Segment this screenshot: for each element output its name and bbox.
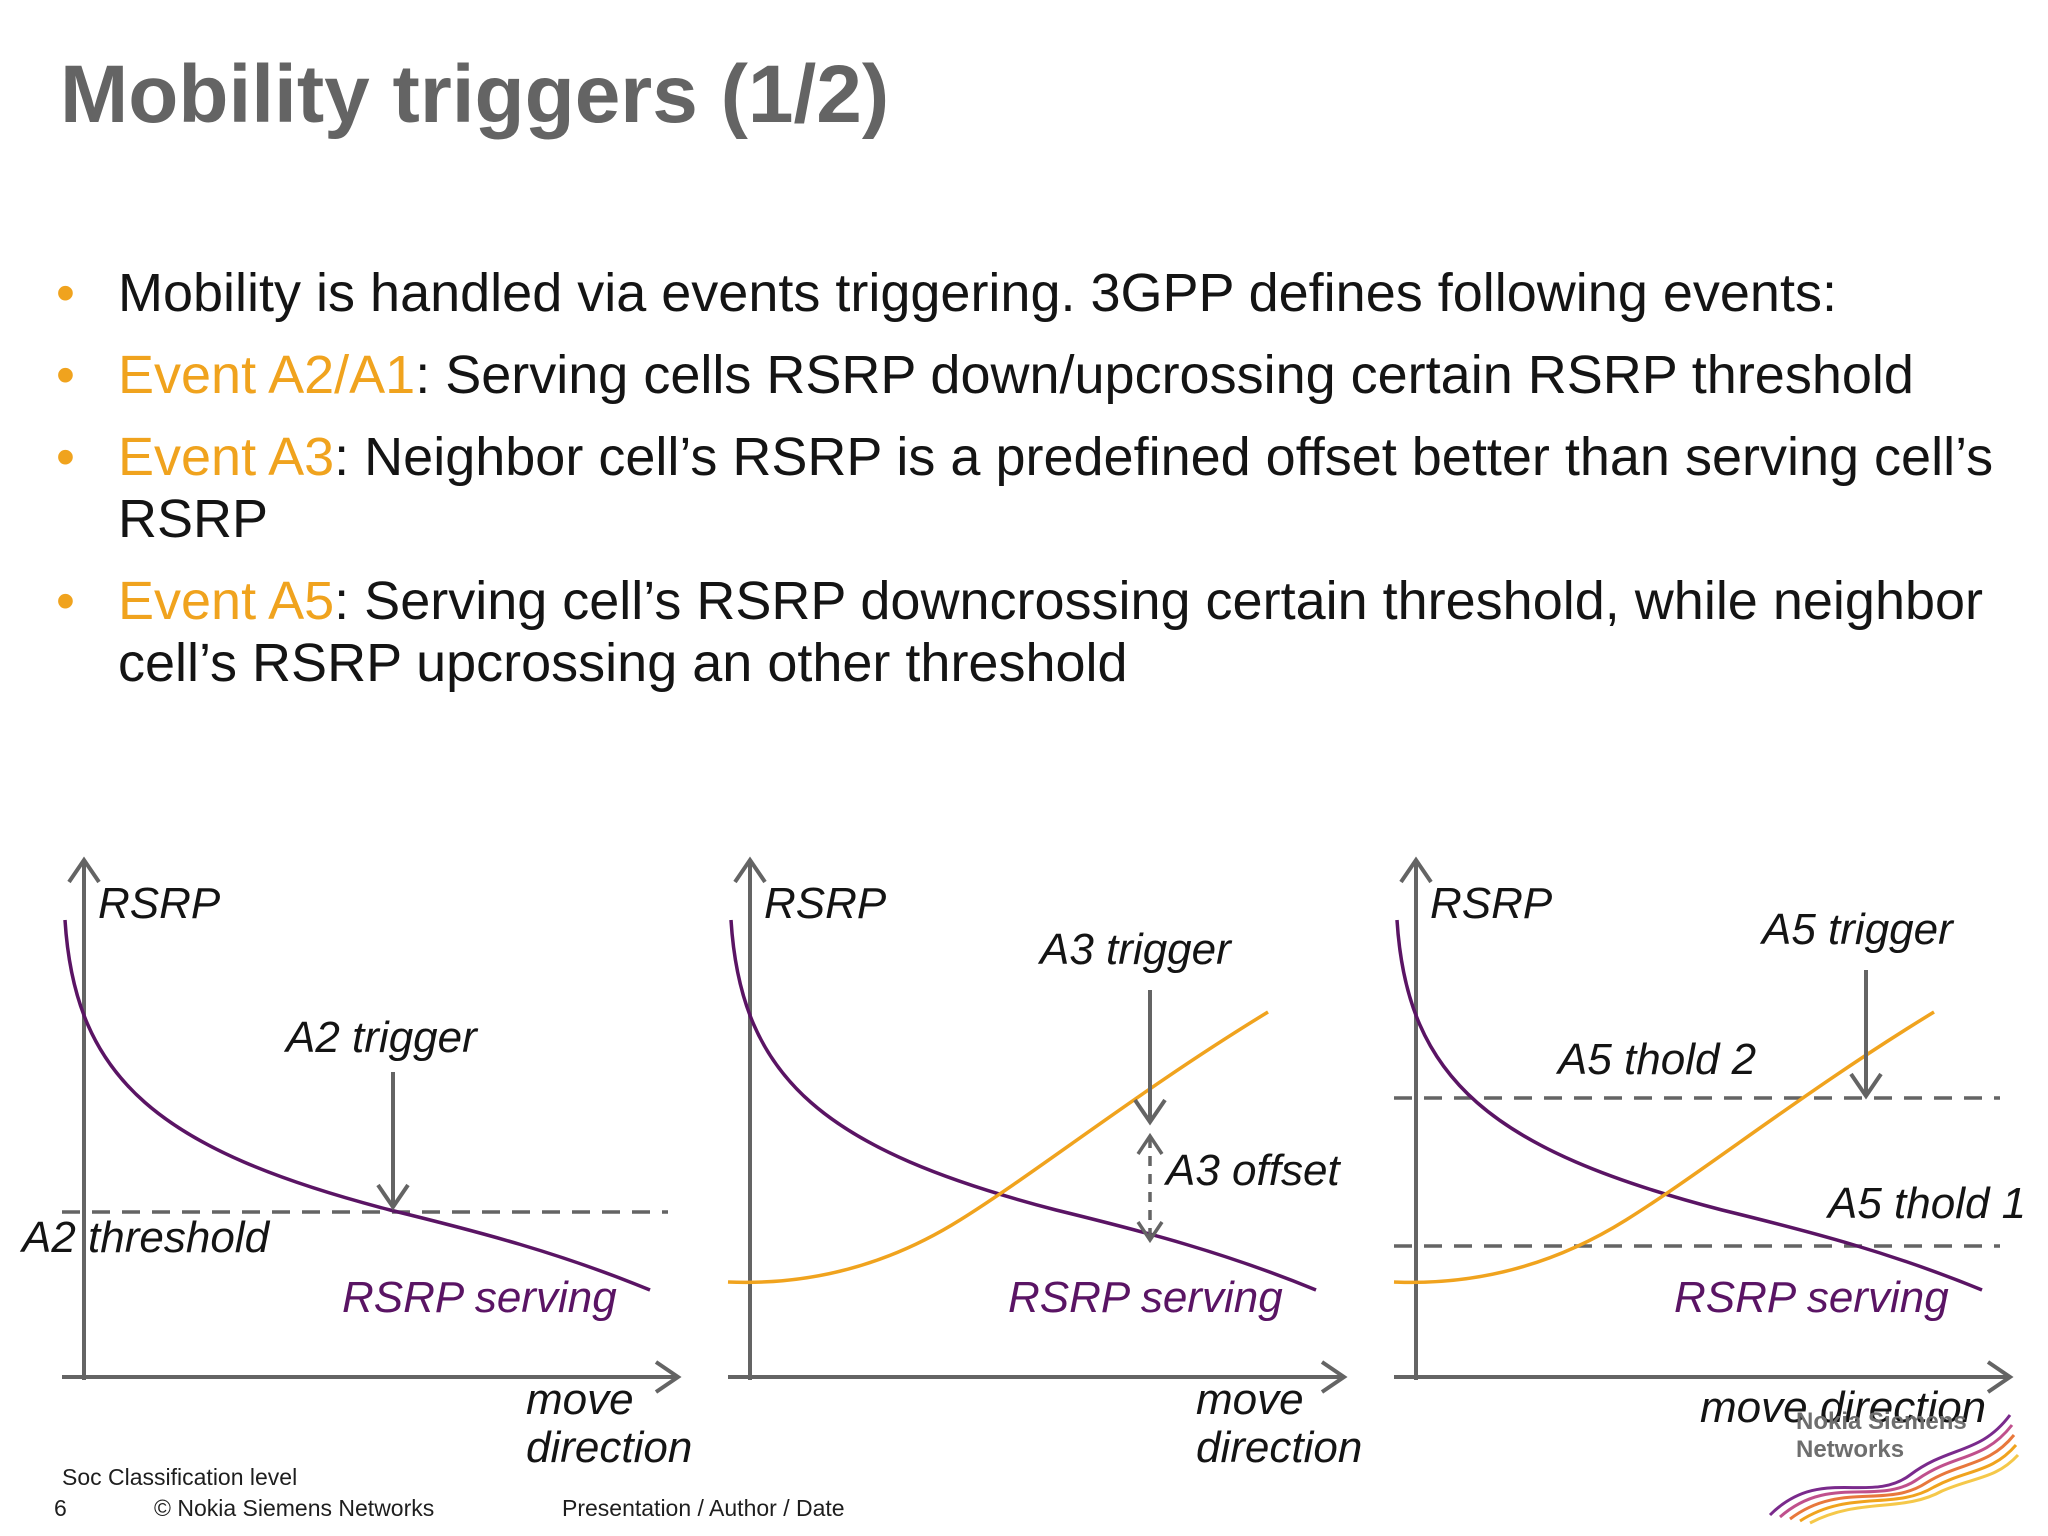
- x-axis-label: move direction: [1700, 1383, 1986, 1432]
- x-axis-label-line2: direction: [526, 1423, 692, 1472]
- bullet-highlight: Event A3: [118, 427, 335, 487]
- neighbor-rsrp-curve: [727, 1010, 1269, 1285]
- diagram-a3: RSRP A3 trigger A3 offset RSRP serving m…: [727, 856, 1362, 1472]
- y-axis: [1399, 856, 1433, 1380]
- event-diagrams-svg: RSRP A2 trigger A2 threshold RSRP servin…: [19, 856, 2026, 1472]
- copyright-text: © Nokia Siemens Networks: [154, 1495, 435, 1521]
- x-axis: [62, 1360, 682, 1394]
- y-axis-label: RSRP: [98, 879, 221, 928]
- slide-title: Mobility triggers (1/2): [60, 49, 890, 140]
- bullet-list: • Mobility is handled via events trigger…: [56, 262, 2006, 714]
- bullet-item: • Mobility is handled via events trigger…: [56, 262, 2006, 324]
- bullet-dot-icon: •: [56, 571, 75, 631]
- bullet-text: : Neighbor cell’s RSRP is a predefined o…: [118, 427, 1994, 549]
- bullet-text: : Serving cell’s RSRP downcrossing certa…: [118, 571, 1984, 693]
- bullet-item: • Event A3: Neighbor cell’s RSRP is a pr…: [56, 426, 2006, 550]
- bullet-item: • Event A5: Serving cell’s RSRP downcros…: [56, 570, 2006, 694]
- a2-trigger-arrow: [376, 1072, 410, 1211]
- company-logo-text: Nokia Siemens Networks: [1796, 1408, 1967, 1464]
- bullet-highlight: Event A2/A1: [118, 345, 416, 405]
- a2-trigger-label: A2 trigger: [283, 1013, 479, 1062]
- serving-rsrp-curve: [729, 919, 1317, 1292]
- event-diagrams: RSRP A2 trigger A2 threshold RSRP servin…: [0, 840, 2048, 1480]
- y-axis-label: RSRP: [1430, 879, 1553, 928]
- bullet-text: Mobility is handled via events triggerin…: [118, 263, 1837, 323]
- diagram-a2: RSRP A2 trigger A2 threshold RSRP servin…: [19, 856, 692, 1472]
- bullet-dot-icon: •: [56, 427, 75, 487]
- x-axis-label-line1: move: [526, 1375, 634, 1424]
- a3-trigger-label: A3 trigger: [1037, 925, 1233, 974]
- serving-label: RSRP serving: [342, 1273, 617, 1322]
- a3-offset-label: A3 offset: [1163, 1146, 1341, 1195]
- y-axis: [67, 856, 101, 1380]
- neighbor-rsrp-curve: [1393, 1010, 1935, 1285]
- x-axis-label-line1: move: [1196, 1375, 1304, 1424]
- serving-rsrp-curve: [1395, 919, 1983, 1292]
- serving-label: RSRP serving: [1674, 1273, 1949, 1322]
- serving-rsrp-curve: [63, 919, 651, 1292]
- a2-threshold-label: A2 threshold: [19, 1213, 271, 1262]
- a5-thold2-label: A5 thold 2: [1555, 1035, 1756, 1084]
- x-axis: [1394, 1360, 2014, 1394]
- y-axis-label: RSRP: [764, 879, 887, 928]
- a5-trigger-label: A5 trigger: [1759, 905, 1955, 954]
- company-logo-wave-icon: [1768, 1414, 2020, 1525]
- bullet-text: : Serving cells RSRP down/upcrossing cer…: [415, 345, 1914, 405]
- a3-trigger-arrow: [1133, 990, 1167, 1126]
- logo-line2: Networks: [1796, 1436, 1905, 1463]
- bullet-dot-icon: •: [56, 263, 75, 323]
- page-number: 6: [54, 1495, 67, 1521]
- a5-thold1-label: A5 thold 1: [1825, 1179, 2026, 1228]
- presentation-info: Presentation / Author / Date: [562, 1495, 845, 1521]
- a3-offset-arrow: [1136, 1132, 1164, 1244]
- x-axis: [728, 1360, 1348, 1394]
- logo-line1: Nokia Siemens: [1796, 1408, 1967, 1435]
- diagram-a5: RSRP A5 trigger A5 thold 2 A5 thold 1 RS…: [1393, 856, 2026, 1432]
- bullet-highlight: Event A5: [118, 571, 335, 631]
- a5-trigger-arrow: [1849, 970, 1883, 1100]
- bullet-item: • Event A2/A1: Serving cells RSRP down/u…: [56, 344, 2006, 406]
- serving-label: RSRP serving: [1008, 1273, 1283, 1322]
- x-axis-label-line2: direction: [1196, 1423, 1362, 1472]
- bullet-dot-icon: •: [56, 345, 75, 405]
- classification-label: Soc Classification level: [62, 1464, 298, 1490]
- y-axis: [733, 856, 767, 1380]
